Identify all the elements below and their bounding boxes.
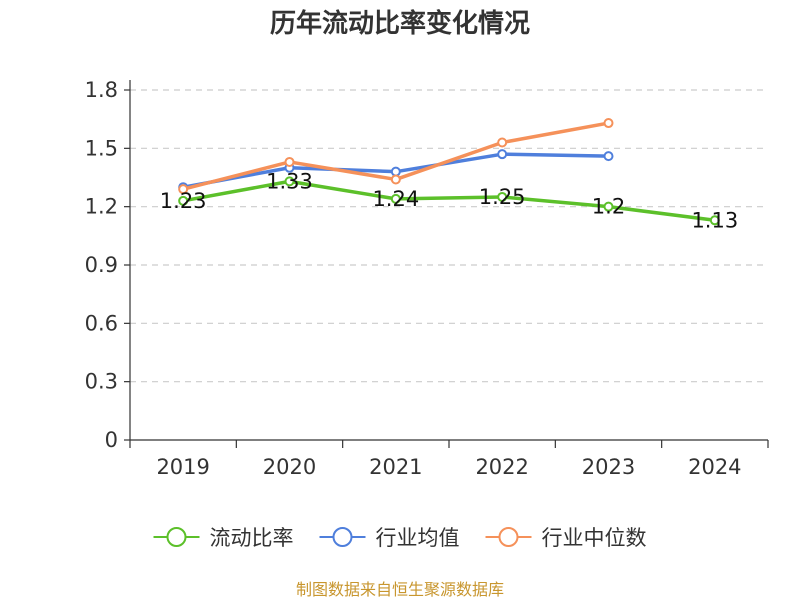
y-tick-label: 0.3 [85,370,118,394]
axes [129,80,768,441]
data-label: 1.33 [266,169,313,193]
data-point [284,176,295,187]
data-point [178,195,189,206]
y-tick-label: 0 [105,428,118,452]
x-tick-label: 2024 [688,455,741,479]
data-label: 1.23 [160,189,207,213]
y-tick-label: 1.8 [85,78,118,102]
data-point [603,201,614,212]
x-tick-label: 2023 [582,455,635,479]
legend-marker [166,527,187,547]
legend-label: 行业中位数 [542,526,647,550]
legend-label: 行业均值 [376,526,460,550]
data-point [603,118,614,129]
data-point [390,174,401,185]
legend-item-2: 行业中位数 [485,526,647,550]
data-label: 1.24 [372,187,419,211]
x-tick-label: 2022 [475,455,528,479]
y-tick-label: 0.6 [85,311,118,335]
data-labels: 1.23 1.33 1.24 1.25 1.2 1.13 [160,169,738,232]
data-label: 1.13 [691,208,738,232]
legend-marker [498,527,519,547]
data-point [284,156,295,167]
legend-item-0: 流动比率 [153,526,294,550]
x-axis-ticks: 2019 2020 2021 2022 2023 2024 [129,440,769,479]
x-tick-label: 2020 [263,455,316,479]
x-tick-label: 2019 [156,455,209,479]
series-layer [178,118,720,226]
y-tick-label: 0.9 [85,253,118,277]
data-label: 1.25 [479,185,526,209]
data-point [497,149,508,160]
series-line-0 [182,179,716,223]
data-label: 1.2 [592,195,625,219]
grid-lines [130,89,768,383]
data-point [709,215,720,226]
chart-title: 历年流动比率变化情况 [270,8,530,39]
source-note: 制图数据来自恒生聚源数据库 [296,580,504,599]
data-point [497,137,508,148]
legend: 流动比率 行业均值 行业中位数 [153,526,647,550]
data-point [390,193,401,204]
legend-label: 流动比率 [210,526,294,550]
legend-marker [332,527,353,547]
y-axis-ticks: 0 0.3 0.6 0.9 1.2 1.5 1.8 [85,78,130,452]
data-point [497,191,508,202]
legend-item-1: 行业均值 [319,526,460,550]
data-point [603,151,614,162]
data-point [178,184,189,195]
y-tick-label: 1.2 [85,195,118,219]
x-tick-label: 2021 [369,455,422,479]
y-tick-label: 1.5 [85,136,118,160]
